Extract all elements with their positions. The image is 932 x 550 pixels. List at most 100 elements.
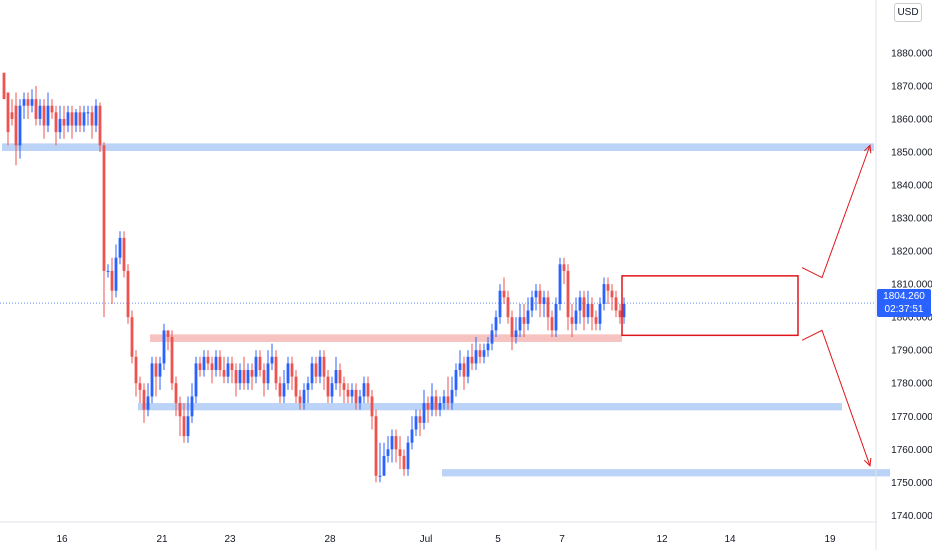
candle-body [54,112,58,133]
candle-body [286,363,290,384]
candle-body [274,356,278,384]
candle-body [566,270,570,318]
candle-body [578,297,582,311]
candle-body [82,112,86,126]
candle-body [498,290,502,318]
y-tick-label: 1820.000 [891,247,932,258]
x-tick-label: 7 [559,534,565,545]
price-axis[interactable]: 1740.000 1750.000 1760.000 1770.000 1780.000… [891,48,932,522]
candle-body [42,105,46,126]
candle-body [602,284,606,304]
candle-body [526,310,530,324]
candle-body [222,370,226,377]
currency-label[interactable]: USD [894,3,922,22]
bullish-arrow [801,145,871,279]
candle-body [186,416,190,437]
range-box [621,275,799,337]
candle-body [558,264,562,304]
candle-body [334,370,338,384]
x-tick-label: 28 [324,534,336,545]
y-tick-label: 1840.000 [891,181,932,192]
y-tick-label: 1750.000 [891,478,932,489]
candle-body [306,383,310,390]
candle-body [10,112,14,119]
candle-body [414,416,418,430]
candle-body [278,383,282,397]
candle-body [2,72,6,100]
candle-body [406,442,410,470]
y-tick-label: 1740.000 [891,511,932,522]
candle-body [234,370,238,384]
y-tick-label: 1790.000 [891,346,932,357]
candle-body [446,396,450,404]
candle-body [94,105,98,126]
candle-body [506,297,510,318]
time-axis[interactable]: 16 21 23 28 Jul 5 7 12 14 19 [56,534,836,545]
candle-body [206,356,210,364]
candle-body [314,363,318,377]
candle-body [210,363,214,371]
candle-body [178,403,182,417]
candle-body [550,317,554,331]
candle-body [318,356,322,377]
candle-body [422,403,426,423]
y-tick-label: 1770.000 [891,412,932,423]
candle-body [470,356,474,364]
bar-countdown: 02:37:51 [884,304,924,315]
blue-zone [138,403,842,411]
candle-body [486,343,490,351]
candle-body [594,317,598,324]
candle-body [598,303,602,324]
blue-zone [2,143,874,151]
x-tick-label: 16 [56,534,68,545]
candle-body [22,99,26,106]
candle-body [142,389,146,410]
candle-body [118,237,122,258]
candle-body [302,389,306,404]
candle-body [218,356,222,371]
candle-body [86,112,90,114]
candle-body [98,105,102,146]
y-tick-label: 1830.000 [891,214,932,225]
candle-body [194,363,198,397]
candle-body [430,396,434,410]
candle-body [18,105,22,146]
candle-body [538,290,542,304]
candle-body [70,112,74,126]
candle-body [474,350,478,364]
candle-body [34,99,38,119]
zones [2,143,890,477]
candle-body [162,330,166,364]
candle-body [50,105,54,113]
candle-body [282,383,286,397]
candle-body [130,317,134,357]
y-tick-label: 1810.000 [891,280,932,291]
x-tick-label: Jul [420,534,433,545]
candle-body [62,118,66,126]
candle-body [14,105,18,146]
candle-body [570,317,574,324]
candle-body [266,363,270,384]
candle-body [494,317,498,331]
x-tick-label: 23 [224,534,236,545]
candle-body [438,403,442,410]
y-tick-label: 1870.000 [891,81,932,92]
last-price-tag: 1804.260 02:37:51 [877,289,931,317]
candle-body [310,363,314,384]
last-price-value: 1804.260 [883,291,925,302]
candle-body [270,356,274,364]
candle-body [290,363,294,377]
candle-body [466,356,470,377]
candle-body [402,455,406,470]
candle-body [370,396,374,417]
candle-body [394,436,398,450]
y-tick-label: 1760.000 [891,445,932,456]
bullish-arrow-head [863,144,872,154]
candle-body [230,363,234,371]
candle-body [358,396,362,404]
candle-body [614,297,618,311]
candle-body [418,416,422,423]
candle-body [378,475,382,477]
candle-body [106,270,110,272]
